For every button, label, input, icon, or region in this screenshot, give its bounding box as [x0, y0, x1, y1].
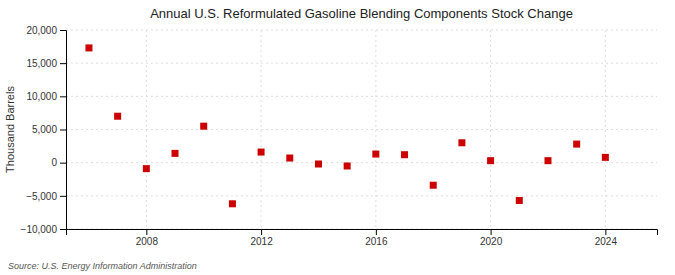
axis-line [60, 31, 67, 230]
tick-label: 2016 [365, 236, 388, 247]
tick: 10,000 [26, 91, 66, 102]
grid-line [375, 30, 376, 229]
tick-label: 10,000 [26, 91, 57, 102]
tick-mark [60, 163, 66, 164]
tick-mark [60, 96, 66, 97]
tick-label: 0 [51, 157, 57, 168]
point [172, 150, 179, 157]
tick-mark [60, 30, 66, 31]
point [602, 154, 609, 161]
title: Annual U.S. Reformulated Gasoline Blendi… [150, 6, 573, 21]
tick-mark [376, 229, 377, 235]
axis-line [67, 230, 658, 236]
grid-line [66, 129, 657, 130]
tick: 0 [51, 157, 66, 168]
tick-label: 5,000 [32, 124, 57, 135]
tick-mark [60, 63, 66, 64]
point [573, 141, 580, 148]
tick-label: 2020 [480, 236, 503, 247]
point [372, 151, 379, 158]
point [544, 157, 551, 164]
tick: 15,000 [26, 58, 66, 69]
plot-area: 2008 2012 2016 2020 2024 −10,000 −5,000 0 5,000 1… [21, 25, 658, 247]
point [258, 149, 265, 156]
x-axis: 2008 2012 2016 2020 2024 [67, 229, 658, 247]
tick-mark [605, 229, 606, 235]
grid-line [66, 162, 657, 163]
grid-line [66, 30, 657, 31]
tick: −10,000 [21, 224, 66, 235]
source: Source: U.S. Energy Information Administ… [8, 261, 197, 271]
grid-line [66, 63, 657, 64]
point [315, 160, 322, 167]
tick: 20,000 [26, 25, 66, 36]
y-axis: −10,000 −5,000 0 5,000 10,000 15,000 20,000 [21, 25, 67, 235]
y-axis-label: Thousand Barrels [4, 86, 16, 173]
tick-label: 15,000 [26, 58, 57, 69]
tick-label: 20,000 [26, 25, 57, 36]
tick-mark [60, 130, 66, 131]
tick-mark [60, 196, 66, 197]
points [85, 44, 608, 207]
tick: 2008 [136, 229, 159, 247]
chart: 2008 2012 2016 2020 2024 −10,000 −5,000 0 5,000 1… [0, 0, 675, 275]
tick-label: 2008 [136, 236, 159, 247]
point [114, 113, 121, 120]
tick: 2020 [480, 229, 503, 247]
grid-line [66, 195, 657, 196]
point [344, 162, 351, 169]
tick: 2024 [595, 229, 618, 247]
tick-label: 2012 [250, 236, 273, 247]
point [458, 139, 465, 146]
point [200, 123, 207, 130]
tick: 2012 [250, 229, 273, 247]
point [286, 155, 293, 162]
grid [66, 30, 657, 229]
point [487, 157, 494, 164]
tick-mark [261, 229, 262, 235]
grid-line [146, 30, 147, 229]
grid-line [490, 30, 491, 229]
tick-mark [60, 229, 66, 230]
point [143, 165, 150, 172]
tick-label: −5,000 [26, 191, 57, 202]
tick: 2016 [365, 229, 388, 247]
point [401, 151, 408, 158]
tick: 5,000 [32, 124, 66, 135]
point [229, 200, 236, 207]
grid-line [605, 30, 606, 229]
grid-line [261, 30, 262, 229]
tick-mark [146, 229, 147, 235]
grid-line [66, 96, 657, 97]
point [516, 197, 523, 204]
tick-mark [491, 229, 492, 235]
point [85, 44, 92, 51]
tick-label: −10,000 [21, 224, 58, 235]
tick: −5,000 [26, 191, 66, 202]
tick-label: 2024 [595, 236, 618, 247]
point [430, 182, 437, 189]
